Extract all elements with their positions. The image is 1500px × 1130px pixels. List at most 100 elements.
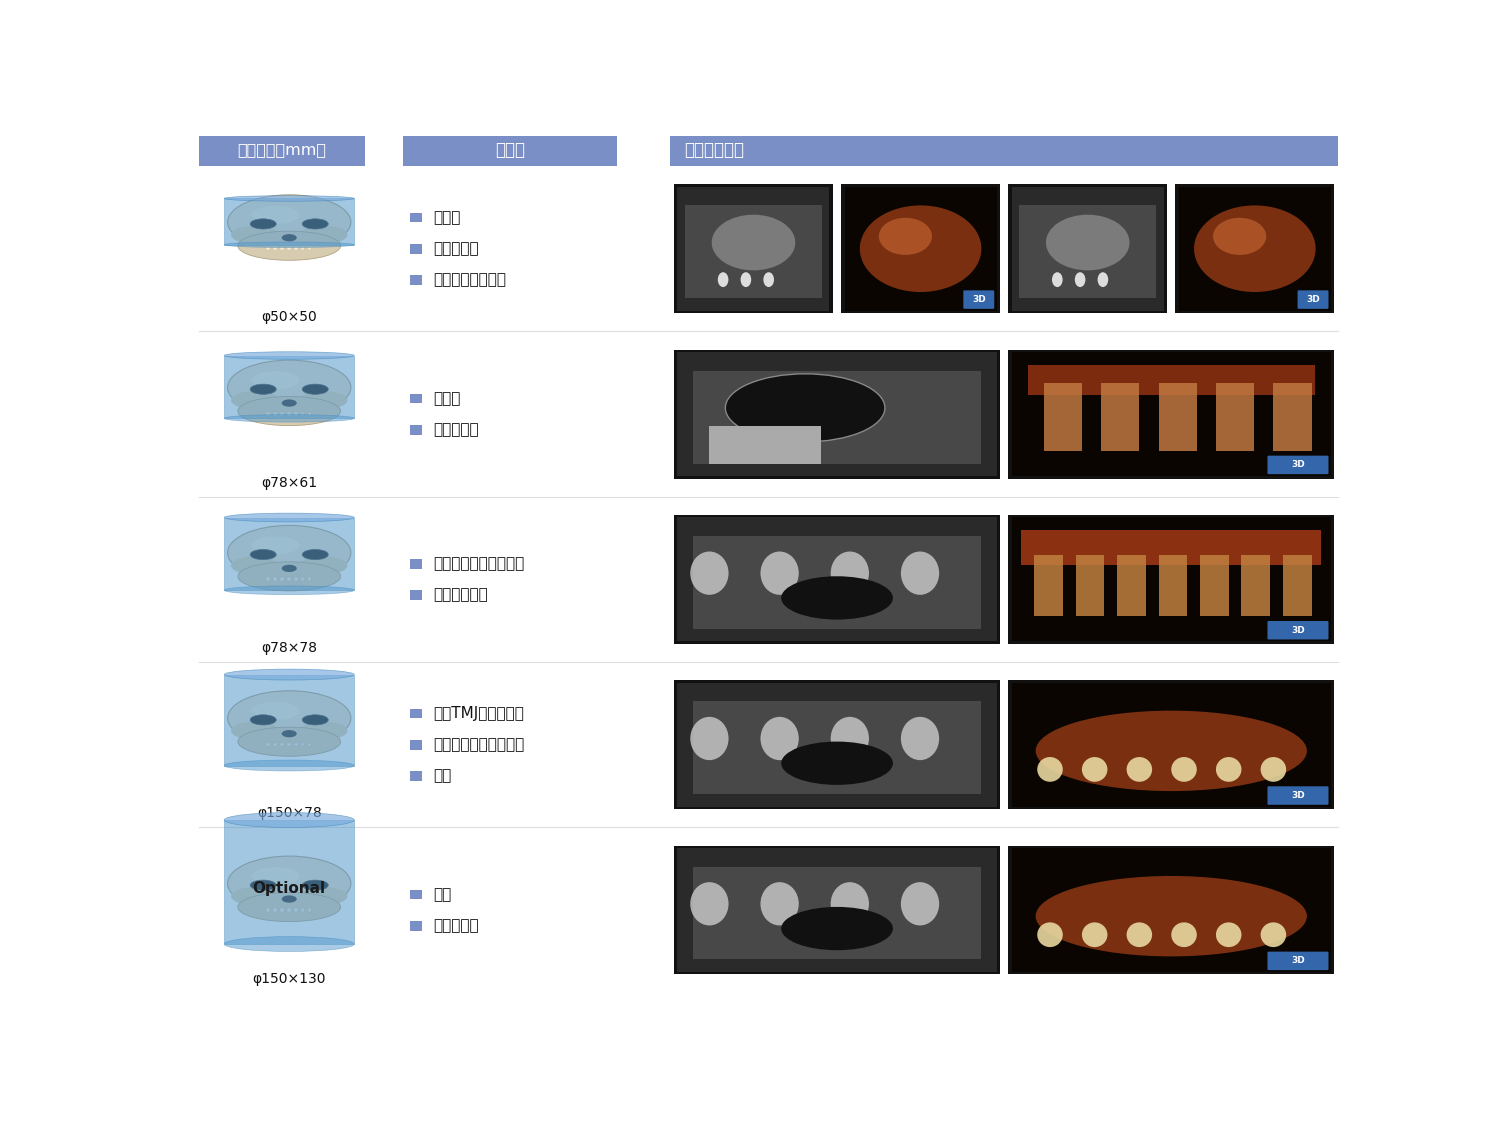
Ellipse shape xyxy=(859,206,981,292)
Bar xyxy=(410,889,423,899)
Text: 上下顎及び左右埋伏歯: 上下顎及び左右埋伏歯 xyxy=(433,737,524,753)
Ellipse shape xyxy=(831,551,868,594)
Text: 3D: 3D xyxy=(1292,956,1305,965)
FancyBboxPatch shape xyxy=(1298,290,1329,308)
Ellipse shape xyxy=(231,887,279,905)
Bar xyxy=(286,412,291,416)
Ellipse shape xyxy=(1126,922,1152,947)
Ellipse shape xyxy=(252,702,300,720)
Bar xyxy=(280,412,284,416)
Ellipse shape xyxy=(238,562,340,591)
Text: 撮影範囲（mm）: 撮影範囲（mm） xyxy=(237,142,327,157)
Bar xyxy=(686,206,822,298)
Bar xyxy=(224,820,354,944)
Bar xyxy=(1028,365,1316,396)
Ellipse shape xyxy=(760,551,800,594)
Text: 顔面の再建: 顔面の再建 xyxy=(433,919,478,933)
Ellipse shape xyxy=(224,351,354,359)
Bar xyxy=(280,577,284,581)
Ellipse shape xyxy=(302,549,328,559)
Ellipse shape xyxy=(1052,272,1062,287)
Bar xyxy=(1158,555,1186,617)
Text: ペリオ: ペリオ xyxy=(433,391,460,406)
Ellipse shape xyxy=(224,195,354,201)
Ellipse shape xyxy=(760,716,800,760)
Ellipse shape xyxy=(282,730,297,738)
Ellipse shape xyxy=(741,272,752,287)
Ellipse shape xyxy=(711,215,795,270)
Bar xyxy=(224,518,354,590)
Ellipse shape xyxy=(1082,922,1107,947)
Ellipse shape xyxy=(231,556,279,574)
Ellipse shape xyxy=(1076,272,1086,287)
Bar xyxy=(674,515,1000,644)
Ellipse shape xyxy=(1098,272,1108,287)
Text: 矯正: 矯正 xyxy=(433,887,451,902)
Ellipse shape xyxy=(224,415,354,423)
Ellipse shape xyxy=(1260,757,1286,782)
Ellipse shape xyxy=(1036,922,1064,947)
Ellipse shape xyxy=(690,551,729,594)
Ellipse shape xyxy=(302,219,328,229)
Bar xyxy=(410,276,423,285)
Bar xyxy=(693,867,981,959)
Ellipse shape xyxy=(1194,206,1316,292)
Ellipse shape xyxy=(690,883,729,925)
FancyBboxPatch shape xyxy=(963,290,994,308)
Bar xyxy=(224,356,354,418)
Bar xyxy=(1008,845,1335,974)
Ellipse shape xyxy=(238,727,340,756)
Text: 3D: 3D xyxy=(1292,460,1305,469)
Ellipse shape xyxy=(224,812,354,827)
Text: サンプル画像: サンプル画像 xyxy=(684,140,744,158)
Bar xyxy=(693,702,981,794)
Bar xyxy=(710,426,821,463)
Bar xyxy=(294,577,297,581)
Bar xyxy=(273,412,278,416)
Bar xyxy=(308,412,312,416)
FancyBboxPatch shape xyxy=(1268,786,1329,805)
Bar xyxy=(1242,555,1270,617)
Bar xyxy=(280,909,284,912)
Bar xyxy=(410,921,423,931)
Bar xyxy=(286,577,291,581)
Bar xyxy=(1158,383,1197,451)
Ellipse shape xyxy=(1082,757,1107,782)
Ellipse shape xyxy=(760,883,800,925)
Ellipse shape xyxy=(902,883,939,925)
FancyBboxPatch shape xyxy=(1268,455,1329,475)
Ellipse shape xyxy=(1216,922,1242,947)
Bar xyxy=(1176,184,1335,313)
Bar xyxy=(678,683,996,807)
Ellipse shape xyxy=(224,242,354,247)
Bar xyxy=(267,246,270,251)
Ellipse shape xyxy=(251,219,276,229)
Ellipse shape xyxy=(302,715,328,725)
Text: エンド: エンド xyxy=(433,210,460,225)
Ellipse shape xyxy=(782,741,892,785)
Bar xyxy=(294,246,297,251)
Bar xyxy=(1011,518,1330,641)
Bar xyxy=(224,199,354,245)
Text: 3D: 3D xyxy=(1292,791,1305,800)
Ellipse shape xyxy=(300,226,348,244)
Bar xyxy=(678,186,830,311)
Text: サージカルガイド連携: サージカルガイド連携 xyxy=(433,556,524,571)
Ellipse shape xyxy=(1172,757,1197,782)
Ellipse shape xyxy=(726,374,885,442)
Bar xyxy=(308,577,312,581)
Bar xyxy=(308,909,312,912)
Bar xyxy=(410,772,423,781)
Bar xyxy=(308,742,312,747)
Bar xyxy=(300,246,304,251)
Ellipse shape xyxy=(1172,922,1197,947)
Bar xyxy=(674,184,832,313)
Ellipse shape xyxy=(300,391,348,409)
Bar xyxy=(1008,515,1335,644)
Ellipse shape xyxy=(228,525,351,580)
Bar xyxy=(267,577,270,581)
Ellipse shape xyxy=(228,194,351,250)
Ellipse shape xyxy=(224,760,354,771)
Bar xyxy=(294,909,297,912)
Bar xyxy=(280,742,284,747)
